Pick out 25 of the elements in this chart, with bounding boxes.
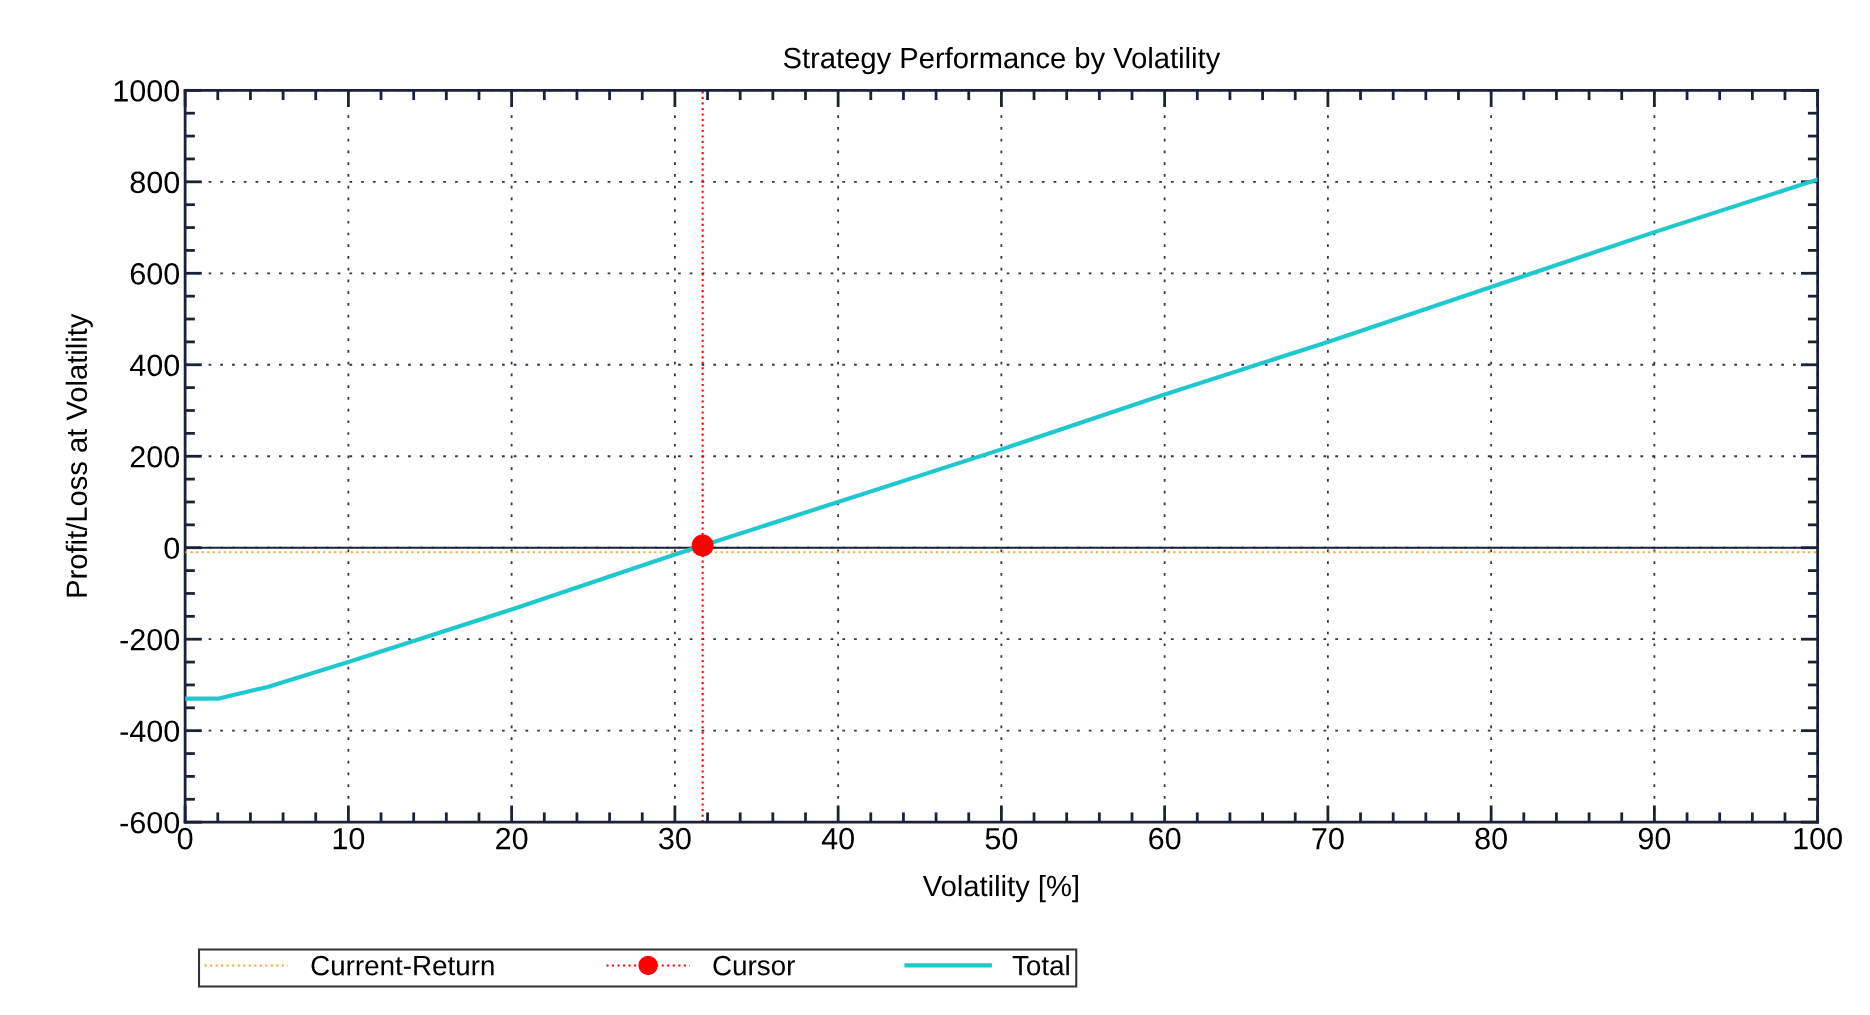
x-tick-label: 80 [1475,827,1507,850]
y-tick-label: -200 [120,628,180,651]
y-tick-label: 1000 [114,80,180,102]
y-tick-label: -400 [120,720,180,743]
x-tick-label: 100 [1794,827,1842,850]
y-tick-label: 800 [130,171,180,194]
x-tick-label: 40 [821,827,854,850]
y-tick-label: 0 [164,537,180,560]
legend-label: Cursor [713,955,795,976]
x-tick-label: 30 [659,827,691,850]
chart-title: Strategy Performance by Volatility [783,46,1221,75]
y-axis-title: Profit/Loss at Volatility [65,313,93,597]
y-tick-label: 600 [130,263,180,285]
x-tick-label: 60 [1149,827,1181,850]
x-axis-title: Volatility [%] [922,874,1078,903]
legend-label: Current-Return [311,955,494,976]
y-tick-label: 200 [130,445,180,468]
x-tick-label: 10 [333,827,365,850]
y-tick-label: -600 [120,811,180,834]
x-tick-label: 20 [496,827,528,850]
x-tick-label: 90 [1638,827,1671,850]
legend-label: Total [1012,955,1069,976]
x-tick-label: 70 [1312,827,1344,850]
x-tick-label: 50 [985,827,1018,850]
y-tick-label: 400 [130,354,180,377]
